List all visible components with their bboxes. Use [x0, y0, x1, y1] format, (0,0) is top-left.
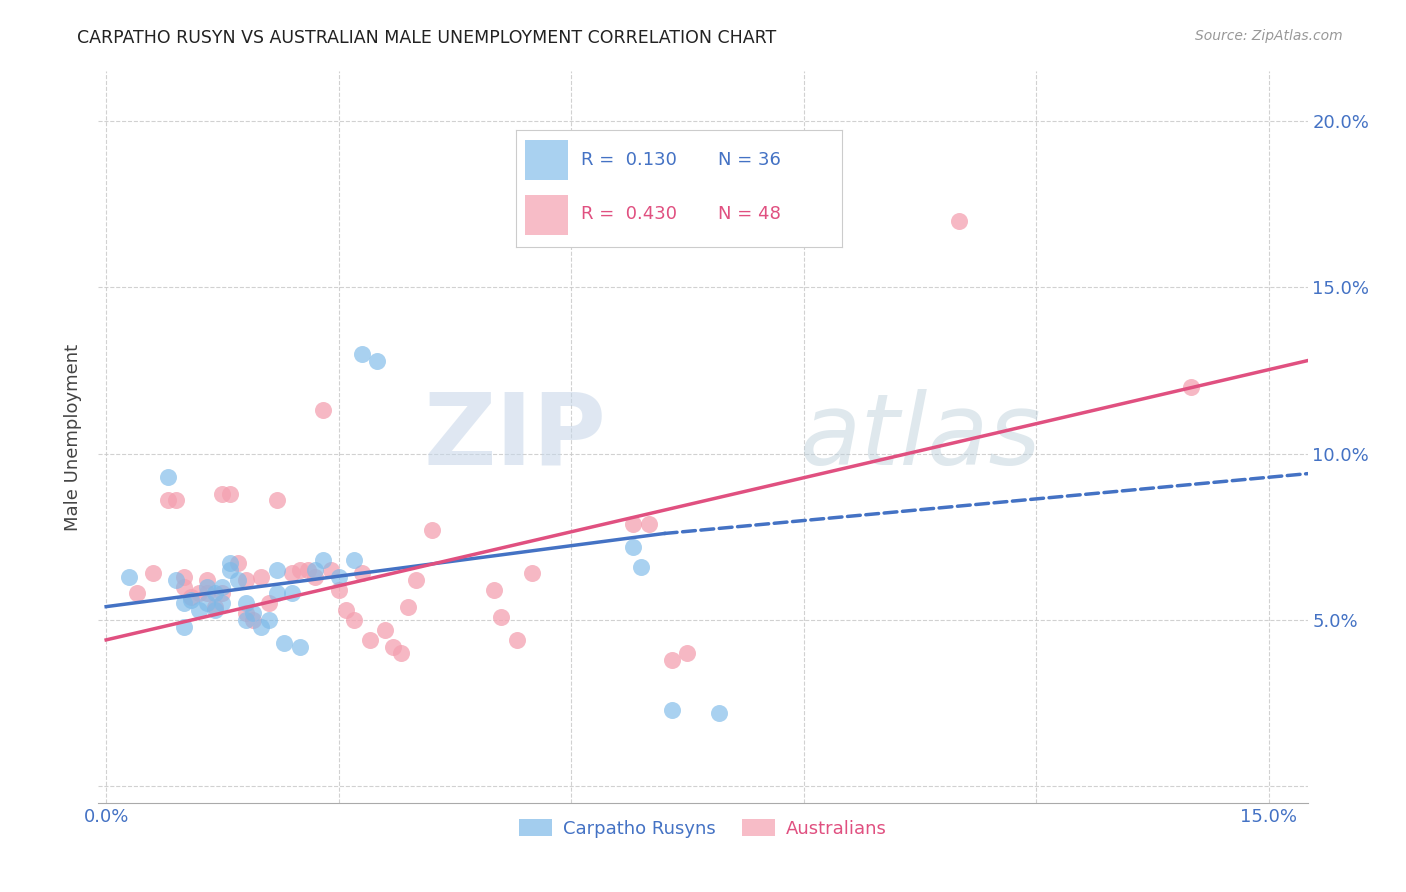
Point [1180, 380, 1202, 394]
Point [350, 347, 373, 361]
Point [506, 632, 529, 647]
Point [522, 566, 544, 581]
Point [359, 632, 381, 647]
Point [491, 609, 513, 624]
Point [226, 557, 249, 571]
Point [343, 553, 366, 567]
Point [257, 613, 280, 627]
Point [219, 557, 242, 571]
Point [211, 596, 233, 610]
Point [630, 559, 652, 574]
Point [204, 603, 226, 617]
Point [319, 563, 342, 577]
Point [266, 586, 288, 600]
Point [242, 613, 264, 627]
Point [398, 599, 420, 614]
Point [250, 570, 273, 584]
Point [118, 570, 141, 584]
Point [374, 623, 396, 637]
Point [288, 640, 311, 654]
Point [204, 599, 226, 614]
Text: CARPATHO RUSYN VS AUSTRALIAN MALE UNEMPLOYMENT CORRELATION CHART: CARPATHO RUSYN VS AUSTRALIAN MALE UNEMPL… [77, 29, 776, 46]
Point [180, 590, 202, 604]
Point [366, 353, 388, 368]
Point [328, 570, 350, 584]
Point [288, 563, 311, 577]
Point [381, 640, 404, 654]
Point [637, 516, 659, 531]
Point [676, 646, 699, 660]
Point [281, 566, 304, 581]
Point [235, 573, 257, 587]
Point [127, 586, 149, 600]
Point [211, 580, 233, 594]
Point [304, 570, 326, 584]
Point [266, 563, 288, 577]
Point [195, 586, 218, 600]
Point [142, 566, 165, 581]
Point [242, 607, 264, 621]
Point [226, 573, 249, 587]
Point [211, 486, 233, 500]
Point [621, 516, 644, 531]
Point [195, 573, 218, 587]
Point [335, 603, 357, 617]
Point [273, 636, 295, 650]
Point [235, 596, 257, 610]
Point [173, 570, 195, 584]
Point [235, 613, 257, 627]
Point [328, 582, 350, 597]
Y-axis label: Male Unemployment: Male Unemployment [65, 343, 83, 531]
Point [250, 619, 273, 633]
Point [482, 582, 505, 597]
Point [173, 619, 195, 633]
Text: atlas: atlas [800, 389, 1042, 485]
Point [661, 703, 683, 717]
Point [948, 214, 970, 228]
Point [219, 563, 242, 577]
Point [195, 580, 218, 594]
Point [165, 493, 187, 508]
Point [304, 563, 326, 577]
Point [281, 586, 304, 600]
Point [405, 573, 427, 587]
Point [165, 573, 187, 587]
Point [621, 540, 644, 554]
Point [195, 596, 218, 610]
Point [312, 403, 335, 417]
Point [350, 566, 373, 581]
Point [211, 586, 233, 600]
Point [219, 486, 242, 500]
Point [188, 603, 211, 617]
Point [173, 580, 195, 594]
Point [297, 563, 319, 577]
Text: ZIP: ZIP [423, 389, 606, 485]
Point [420, 523, 443, 537]
Point [157, 493, 180, 508]
Point [173, 596, 195, 610]
Point [312, 553, 335, 567]
Legend: Carpatho Rusyns, Australians: Carpatho Rusyns, Australians [512, 813, 894, 845]
Point [266, 493, 288, 508]
Text: Source: ZipAtlas.com: Source: ZipAtlas.com [1195, 29, 1343, 43]
Point [707, 706, 730, 720]
Point [661, 653, 683, 667]
Point [235, 607, 257, 621]
Point [157, 470, 180, 484]
Point [343, 613, 366, 627]
Point [204, 586, 226, 600]
Point [389, 646, 412, 660]
Point [257, 596, 280, 610]
Point [180, 593, 202, 607]
Point [188, 586, 211, 600]
